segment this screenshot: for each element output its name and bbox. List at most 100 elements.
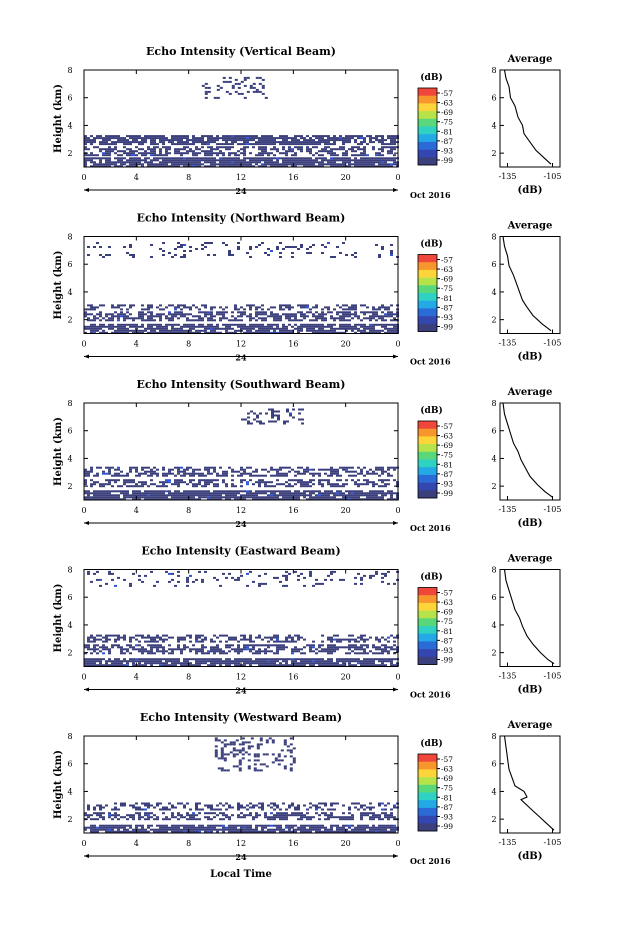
heatmap-cell [366,496,369,499]
heatmap-cell [246,143,249,146]
heatmap-cell [381,319,384,322]
heatmap-cell [357,485,360,488]
heatmap-cell [186,496,189,499]
heatmap-cell [291,468,294,471]
heatmap-cell [102,331,105,334]
heatmap-cell [198,824,201,827]
heatmap-cell [318,323,321,326]
heatmap-cell [159,494,162,497]
heatmap-cell [255,826,258,829]
heatmap-cell [357,159,360,162]
heatmap-cell [195,315,198,318]
heatmap-cell [249,256,252,258]
heatmap-cell [90,830,93,833]
heatmap-cell [111,137,114,140]
heatmap-cell [327,828,330,831]
y-tick-label: 8 [67,66,72,75]
heatmap-cell [306,481,309,484]
heatmap-cell [363,329,366,332]
heatmap-cell [156,143,159,146]
heatmap-cell [273,814,276,817]
heatmap-cell [111,660,114,663]
heatmap-cell [348,662,351,665]
heatmap-cell [177,481,180,484]
heatmap-cell [96,652,99,655]
heatmap-cell [384,572,387,575]
heatmap-cell [273,137,276,140]
heatmap-cell [87,498,90,501]
heatmap-cell [126,315,129,318]
heatmap-cell [174,311,177,314]
heatmap-cell [174,496,177,499]
heatmap-cell [333,152,336,155]
heatmap-cell [225,658,228,661]
heatmap-cell [219,634,222,637]
heatmap-cell [189,306,192,309]
heatmap-cell [300,664,303,667]
heatmap-cell [105,582,108,585]
heatmap-cell [282,492,285,495]
heatmap-cell [183,826,186,829]
heatmap-cell [126,828,129,831]
heatmap-cell [216,137,219,140]
heatmap-cell [366,644,369,647]
heatmap-cell [129,479,132,482]
heatmap-cell [213,640,216,643]
heatmap-cell [387,660,390,663]
heatmap-cell [378,490,381,493]
heatmap-cell [192,139,195,142]
heatmap-cell [171,161,174,164]
heatmap-cell [378,157,381,160]
heatmap-cell [348,313,351,316]
heatmap-cell [114,660,117,663]
heatmap-cell [258,648,261,651]
heatmap-cell [390,141,393,144]
heatmap-cell [84,313,87,316]
heatmap-cell [102,646,105,649]
heatmap-cell [390,494,393,497]
heatmap-cell [129,244,132,246]
heatmap-cell [207,483,210,486]
heatmap-cell [174,828,177,831]
heatmap-cell [390,254,393,256]
x-tick-label: 4 [134,340,139,349]
heatmap-cell [354,664,357,667]
heatmap-cell [363,650,366,653]
heatmap-cell [105,466,108,469]
heatmap-cell [99,311,102,314]
heatmap-cell [288,161,291,164]
heatmap-cell [186,146,189,149]
heatmap-cell [258,152,261,155]
average-title: Average [507,554,553,565]
heatmap-cell [264,498,267,501]
heatmap-cell [300,315,303,318]
heatmap-cell [240,472,243,475]
heatmap-cell [270,485,273,488]
heatmap-cell [102,658,105,661]
heatmap-cell [387,492,390,495]
heatmap-cell [114,143,117,146]
heatmap-cell [309,658,312,661]
heatmap-cell [306,165,309,168]
heatmap-cell [219,466,222,469]
heatmap-cell [249,86,253,89]
heatmap-cell [300,658,303,661]
colorbar-segment [418,656,437,665]
heatmap-cell [309,646,312,649]
heatmap-cell [93,498,96,501]
heatmap-cell [318,472,321,475]
heatmap-cell [366,157,369,160]
average-x-label: (dB) [518,518,543,529]
heatmap-cell [102,154,105,157]
heatmap-cell [306,329,309,332]
colorbar-tick-label: -87 [441,137,453,146]
heatmap-cell [183,146,186,149]
heatmap-cell [303,496,306,499]
heatmap-cell [384,664,387,667]
heatmap-cell [135,492,138,495]
heatmap-cell [105,154,108,157]
heatmap-cell [327,152,330,155]
heatmap-cell [222,165,225,168]
heatmap-cell [213,812,216,815]
heatmap-cell [339,165,342,168]
